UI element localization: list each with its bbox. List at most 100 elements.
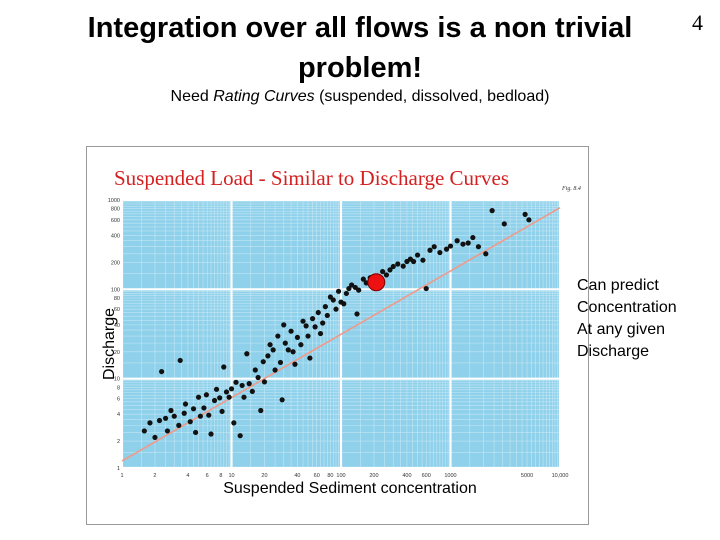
annotation-line: Concentration <box>577 299 677 316</box>
data-point <box>255 374 261 381</box>
data-point <box>226 394 232 400</box>
slide-title: Integration over all flows is a non triv… <box>40 8 680 88</box>
data-point <box>208 431 214 437</box>
slide-number: 4 <box>692 10 703 35</box>
data-point <box>335 288 342 294</box>
data-point <box>187 419 193 425</box>
data-point <box>233 379 239 385</box>
data-point <box>465 240 471 246</box>
data-point <box>272 367 278 373</box>
data-point <box>211 397 218 404</box>
data-point <box>400 263 406 269</box>
data-point <box>317 330 324 337</box>
data-point <box>282 340 288 346</box>
data-point <box>346 285 352 292</box>
data-point <box>190 406 197 412</box>
data-point <box>501 221 507 227</box>
subtitle-post: (suspended, dissolved, bedload) <box>314 88 550 105</box>
data-point <box>290 349 296 355</box>
x-tick-label: 4 <box>186 473 189 479</box>
data-point <box>277 359 284 366</box>
data-point <box>197 413 204 419</box>
data-point <box>483 251 489 257</box>
data-point <box>285 347 291 353</box>
data-point <box>260 359 266 365</box>
data-point <box>219 408 225 415</box>
y-tick-label: 4 <box>117 412 120 418</box>
data-point <box>383 272 390 278</box>
data-point <box>354 311 360 317</box>
data-point <box>267 342 273 348</box>
x-tick-label: 60 <box>314 473 320 479</box>
data-point <box>343 290 349 297</box>
data-point <box>288 328 294 334</box>
data-point <box>141 428 147 434</box>
slide-title-line1: Integration over all flows is a non triv… <box>87 12 633 44</box>
x-tick-label: 600 <box>422 473 431 479</box>
data-point <box>258 407 264 414</box>
data-point <box>244 351 250 357</box>
data-point <box>307 355 313 361</box>
data-point <box>443 246 450 252</box>
x-tick-label: 6 <box>206 473 209 479</box>
data-point <box>380 268 386 275</box>
x-tick-label: 1 <box>120 473 123 479</box>
data-point <box>195 394 202 400</box>
data-point <box>360 276 366 282</box>
x-tick-label: 8 <box>219 473 222 479</box>
data-point <box>192 429 199 436</box>
data-point <box>281 322 287 328</box>
highlight-point <box>367 273 386 292</box>
data-point <box>460 241 466 247</box>
subtitle-pre: Need <box>170 88 214 105</box>
data-point <box>177 357 183 364</box>
data-point <box>265 353 271 359</box>
data-point <box>324 312 330 319</box>
data-point <box>156 417 163 424</box>
chart-title: Suspended Load - Similar to Discharge Cu… <box>114 166 510 190</box>
x-tick-label: 100 <box>336 473 345 479</box>
data-point <box>201 405 207 411</box>
data-point <box>437 249 443 256</box>
data-point <box>182 401 189 407</box>
y-tick-label: 40 <box>114 323 120 329</box>
data-point <box>420 257 426 263</box>
data-point <box>395 261 401 267</box>
annotation-line: Can predict <box>577 277 659 294</box>
data-point <box>279 397 285 403</box>
data-point <box>414 252 421 258</box>
y-tick-label: 200 <box>111 260 120 266</box>
data-point <box>159 368 165 375</box>
data-point <box>454 238 460 244</box>
x-tick-label: 20 <box>261 473 267 479</box>
data-point <box>292 361 298 367</box>
y-tick-label: 20 <box>114 350 120 356</box>
data-point <box>522 211 528 217</box>
x-tick-label: 10 <box>228 473 234 479</box>
figure-tag: Fig. 8.4 <box>562 186 581 192</box>
y-tick-label: 6 <box>117 396 120 402</box>
data-point <box>217 395 223 401</box>
data-point <box>176 422 182 428</box>
subtitle-italic: Rating Curves <box>213 88 315 105</box>
data-point <box>164 428 171 434</box>
x-axis-label: Suspended Sediment concentration <box>223 480 477 497</box>
y-tick-label: 8 <box>117 385 120 391</box>
data-point <box>252 367 258 373</box>
data-point <box>168 407 174 414</box>
slide-title-line2: problem! <box>297 52 423 84</box>
y-tick-label: 1 <box>117 466 120 472</box>
data-point <box>526 217 532 223</box>
y-tick-label: 60 <box>114 307 120 313</box>
data-point <box>475 244 482 250</box>
x-tick-label: 5000 <box>521 473 533 479</box>
y-tick-label: 400 <box>111 234 120 240</box>
data-point <box>431 244 437 250</box>
data-point <box>294 334 301 340</box>
data-point <box>171 413 177 419</box>
data-point <box>239 382 245 389</box>
data-point <box>275 333 281 339</box>
data-point <box>228 386 235 392</box>
x-tick-label: 40 <box>294 473 300 479</box>
annotation-line: At any given <box>577 321 666 338</box>
